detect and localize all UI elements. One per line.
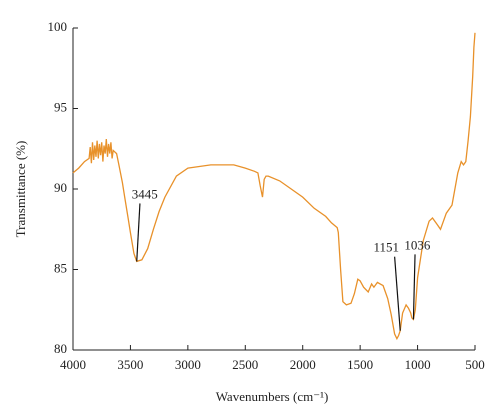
annotation-line — [412, 254, 416, 320]
annotation-label: 1036 — [404, 237, 431, 252]
spectrum-line — [72, 32, 476, 341]
x-tick-label: 1500 — [347, 357, 373, 372]
y-axis-label: Transmittance (%) — [13, 141, 28, 238]
x-tick-label: 4000 — [60, 357, 86, 372]
y-tick-label: 85 — [54, 260, 67, 275]
y-tick-label: 100 — [48, 19, 68, 34]
annotation-line — [136, 203, 141, 262]
y-tick-label: 95 — [54, 99, 67, 114]
x-axis-label: Wavenumbers (cm⁻¹) — [216, 389, 329, 404]
x-tick-label: 3500 — [117, 357, 143, 372]
y-tick-label: 80 — [54, 341, 67, 356]
y-tick-label: 90 — [54, 180, 67, 195]
annotation-line — [394, 256, 401, 331]
x-tick-label: 500 — [465, 357, 485, 372]
annotation-label: 3445 — [132, 186, 158, 201]
x-tick-label: 2000 — [290, 357, 316, 372]
x-tick-label: 3000 — [175, 357, 201, 372]
annotation-label: 1151 — [373, 240, 399, 255]
x-tick-label: 1000 — [405, 357, 431, 372]
x-tick-label: 2500 — [232, 357, 258, 372]
